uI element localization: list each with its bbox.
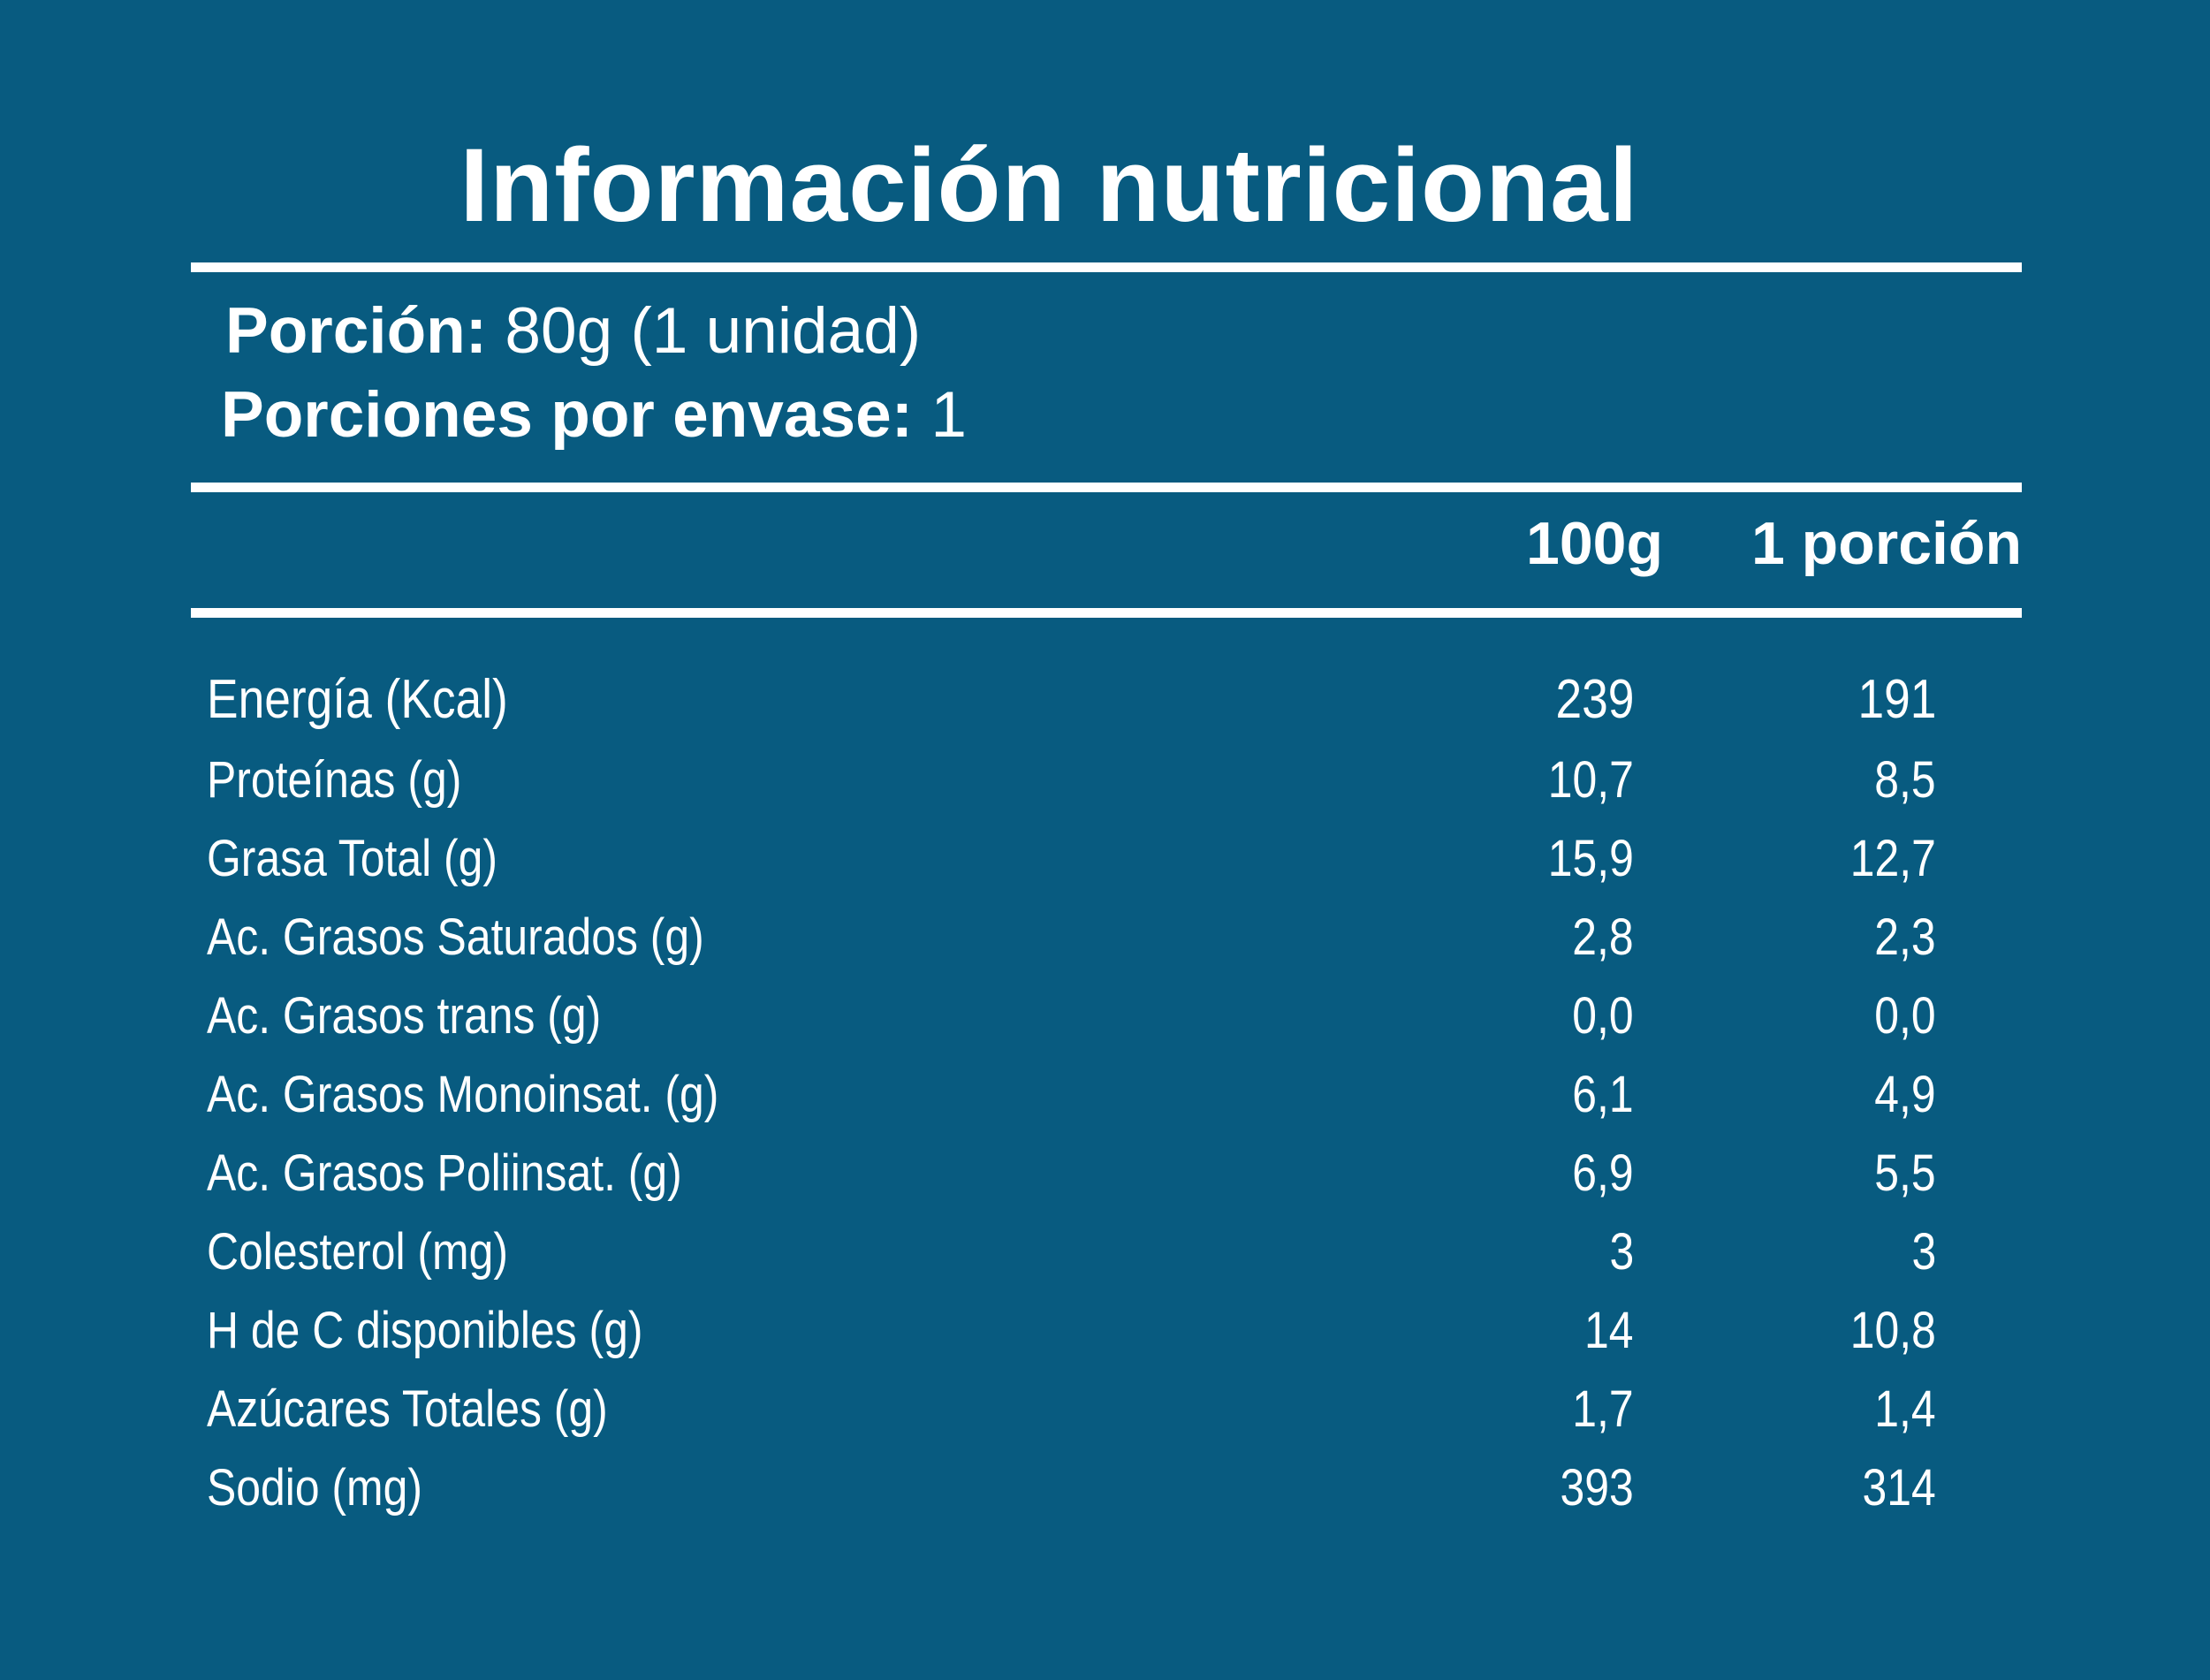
- servings-per-container: Porciones por envase: 1: [221, 371, 967, 460]
- nutrient-name: Ac. Grasos Monoinsat. (g): [207, 1066, 719, 1123]
- nutrient-value-portion: 1,4: [1874, 1380, 1936, 1438]
- nutrient-name: Ac. Grasos Saturados (g): [207, 908, 704, 966]
- nutrient-value-portion: 10,8: [1849, 1302, 1936, 1359]
- nutrient-value-100g: 0,0: [1572, 987, 1634, 1045]
- page-title: Información nutricional: [459, 127, 1639, 244]
- nutrient-value-100g: 6,1: [1572, 1066, 1634, 1123]
- serving-size-value: 80g (1 unidad): [505, 295, 922, 367]
- nutrient-value-100g: 1,7: [1572, 1380, 1634, 1438]
- column-header-portion: 1 porción: [1751, 510, 2022, 577]
- table-row: H de C disponibles (g) 14 10,8: [0, 1291, 2210, 1370]
- nutrient-value-portion: 8,5: [1874, 751, 1936, 809]
- nutrient-name: Proteínas (g): [207, 751, 462, 809]
- divider-middle: [191, 483, 2022, 492]
- table-row: Ac. Grasos Saturados (g) 2,8 2,3: [0, 898, 2210, 977]
- table-row: Colesterol (mg) 3 3: [0, 1212, 2210, 1291]
- nutrient-value-100g: 393: [1560, 1459, 1634, 1517]
- nutrient-name: H de C disponibles (g): [207, 1302, 643, 1359]
- serving-size: Porción: 80g (1 unidad): [225, 287, 921, 376]
- table-row: Azúcares Totales (g) 1,7 1,4: [0, 1370, 2210, 1448]
- servings-per-container-value: 1: [930, 379, 967, 451]
- nutrient-name: Azúcares Totales (g): [207, 1380, 608, 1438]
- nutrient-name: Ac. Grasos trans (g): [207, 987, 602, 1045]
- nutrient-value-100g: 14: [1584, 1302, 1634, 1359]
- table-row: Ac. Grasos Poliinsat. (g) 6,9 5,5: [0, 1134, 2210, 1212]
- nutrient-value-portion: 191: [1857, 669, 1936, 730]
- table-row: Energía (Kcal) 239 191: [0, 659, 2210, 741]
- nutrient-value-100g: 6,9: [1572, 1144, 1634, 1202]
- divider-top: [191, 262, 2022, 272]
- nutrient-name: Ac. Grasos Poliinsat. (g): [207, 1144, 682, 1202]
- table-row: Sodio (mg) 393 314: [0, 1448, 2210, 1527]
- nutrient-name: Grasa Total (g): [207, 830, 497, 887]
- nutrient-value-100g: 239: [1555, 669, 1634, 730]
- nutrient-table: Energía (Kcal) 239 191 Proteínas (g) 10,…: [0, 659, 2210, 1527]
- nutrient-value-100g: 2,8: [1572, 908, 1634, 966]
- nutrient-value-portion: 5,5: [1874, 1144, 1936, 1202]
- table-row: Proteínas (g) 10,7 8,5: [0, 741, 2210, 819]
- servings-per-container-label: Porciones por envase:: [221, 379, 914, 451]
- nutrient-value-100g: 3: [1609, 1223, 1634, 1281]
- nutrient-value-portion: 2,3: [1874, 908, 1936, 966]
- nutrient-value-portion: 12,7: [1849, 830, 1936, 887]
- nutrient-value-100g: 15,9: [1547, 830, 1634, 887]
- serving-size-label: Porción:: [225, 295, 488, 367]
- nutrient-value-100g: 10,7: [1547, 751, 1634, 809]
- nutrient-value-portion: 314: [1862, 1459, 1936, 1517]
- nutrient-name: Sodio (mg): [207, 1459, 422, 1517]
- nutrient-name: Colesterol (mg): [207, 1223, 508, 1281]
- divider-header: [191, 608, 2022, 618]
- table-row: Ac. Grasos Monoinsat. (g) 6,1 4,9: [0, 1055, 2210, 1134]
- nutrient-value-portion: 0,0: [1874, 987, 1936, 1045]
- table-row: Ac. Grasos trans (g) 0,0 0,0: [0, 977, 2210, 1055]
- nutrient-value-portion: 3: [1911, 1223, 1936, 1281]
- nutrient-value-portion: 4,9: [1874, 1066, 1936, 1123]
- column-header-100g: 100g: [1526, 510, 1663, 577]
- table-row: Grasa Total (g) 15,9 12,7: [0, 819, 2210, 898]
- nutrient-name: Energía (Kcal): [207, 669, 508, 730]
